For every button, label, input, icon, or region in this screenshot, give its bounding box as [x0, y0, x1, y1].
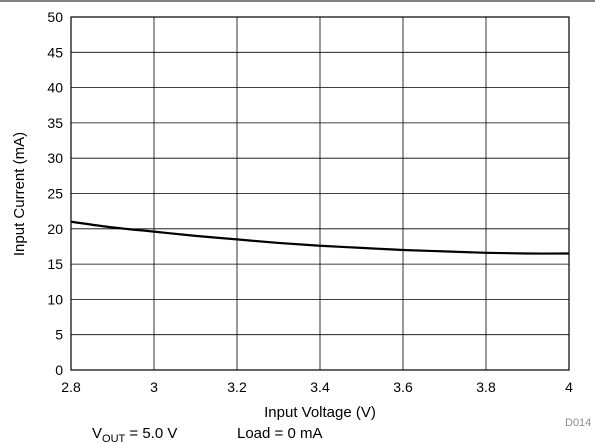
y-tick-label: 15 — [47, 256, 63, 272]
figure-code: D014 — [565, 417, 591, 429]
grid — [70, 16, 570, 371]
x-tick-label: 2.8 — [61, 379, 81, 395]
x-tick-label: 3 — [150, 379, 158, 395]
x-tick-labels: 2.8 3 3.2 3.4 3.6 3.8 4 — [61, 379, 573, 395]
vout-subscript: OUT — [102, 433, 126, 443]
y-tick-label: 40 — [47, 80, 63, 96]
x-tick-label: 3.2 — [227, 379, 247, 395]
vout-condition: VOUT = 5.0 V — [92, 425, 177, 443]
y-tick-label: 30 — [47, 150, 63, 166]
plot-frame — [70, 16, 570, 371]
y-tick-label: 0 — [55, 362, 63, 378]
x-tick-label: 3.8 — [476, 379, 496, 395]
x-axis-title: Input Voltage (V) — [264, 404, 376, 421]
y-tick-label: 5 — [55, 327, 63, 343]
y-tick-label: 25 — [47, 186, 63, 202]
y-axis-title: Input Current (mA) — [11, 132, 28, 256]
y-tick-label: 45 — [47, 44, 63, 60]
y-tick-labels: 0 5 10 15 20 25 30 35 40 45 50 — [47, 9, 63, 378]
y-tick-label: 10 — [47, 291, 63, 307]
vout-value: = 5.0 V — [125, 425, 177, 442]
y-tick-label: 20 — [47, 221, 63, 237]
x-tick-label: 4 — [565, 379, 573, 395]
x-tick-label: 3.6 — [393, 379, 413, 395]
load-condition: Load = 0 mA — [237, 425, 322, 442]
series-line — [70, 220, 570, 255]
x-tick-label: 3.4 — [310, 379, 330, 395]
y-tick-label: 35 — [47, 115, 63, 131]
vout-symbol: V — [92, 425, 102, 442]
y-tick-label: 50 — [47, 9, 63, 25]
